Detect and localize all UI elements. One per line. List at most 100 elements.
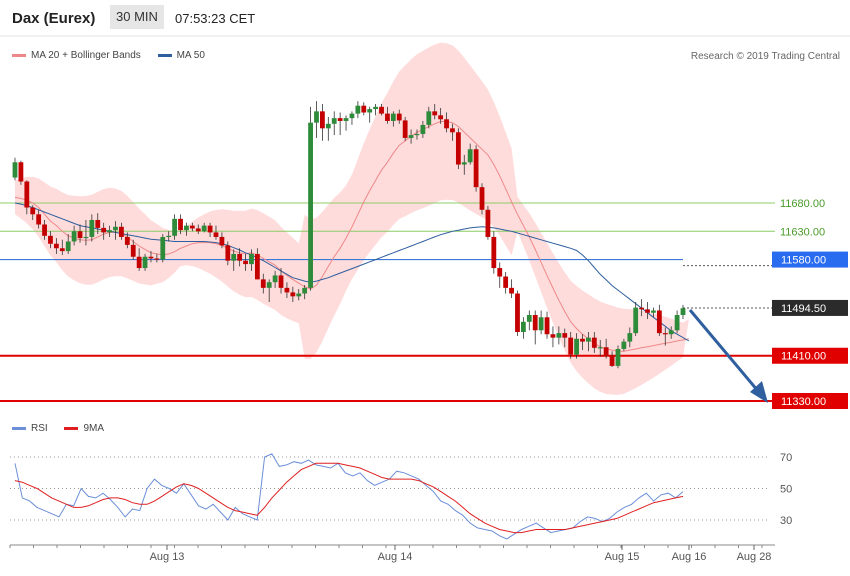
candle	[101, 222, 107, 240]
price-legend: MA 20 + Bollinger Bands MA 50	[12, 50, 219, 61]
level-tag-3	[772, 299, 848, 316]
research-credit: Research © 2019 Trading Central	[690, 51, 840, 62]
ma9-swatch-icon	[64, 426, 79, 430]
candle	[213, 225, 219, 240]
candle-body	[591, 337, 597, 348]
candle	[59, 239, 65, 256]
candle	[373, 104, 379, 116]
candle	[219, 232, 225, 249]
candle-body	[296, 293, 302, 297]
candle	[491, 231, 497, 274]
candle	[597, 339, 603, 357]
rsi-legend: RSI 9MA	[12, 423, 118, 434]
candle	[172, 214, 178, 240]
level-tag-5	[772, 393, 848, 409]
bollinger-band	[15, 42, 689, 395]
candle-body	[597, 347, 603, 349]
candle-body	[479, 187, 485, 210]
candle	[83, 219, 89, 246]
candle	[503, 272, 509, 294]
candle-body	[272, 275, 278, 283]
legend-item-9ma: 9MA	[64, 423, 104, 434]
candle-body	[467, 149, 473, 163]
rsi-tick-label: 70	[780, 452, 792, 464]
candle	[254, 248, 260, 280]
candle-body	[184, 225, 189, 231]
candle-body	[639, 307, 645, 310]
candle	[438, 107, 444, 124]
candle-body	[609, 355, 615, 366]
candle-body	[30, 207, 36, 215]
candle-body	[119, 226, 124, 237]
candle-body	[319, 111, 325, 129]
timeframe-badge[interactable]: 30 MIN	[110, 5, 164, 29]
candle	[207, 222, 213, 237]
candle	[633, 302, 639, 336]
candle	[148, 251, 154, 263]
candle	[124, 232, 130, 249]
candle-body	[574, 338, 579, 355]
candle-body	[520, 321, 526, 332]
candle	[467, 143, 473, 165]
candle	[189, 222, 195, 232]
candle-body	[556, 333, 562, 338]
candle	[515, 290, 520, 336]
candle-body	[237, 253, 243, 261]
candle	[42, 219, 47, 240]
candle	[627, 327, 633, 348]
candle-body	[526, 315, 532, 322]
candle	[53, 238, 59, 254]
candle-body	[680, 308, 686, 316]
candle-body	[172, 218, 178, 236]
candle	[296, 288, 302, 301]
candle-body	[450, 128, 455, 133]
level-label-0: 11680.00	[780, 198, 825, 210]
candle-body	[485, 209, 491, 237]
rsi-tick-label: 30	[780, 515, 792, 527]
legend-item-bands: MA 20 + Bollinger Bands	[12, 50, 141, 61]
candle-body	[59, 248, 65, 252]
candle	[680, 304, 686, 319]
candle-body	[65, 241, 71, 252]
candle	[308, 106, 313, 291]
candle-body	[396, 113, 402, 121]
candle	[450, 123, 455, 141]
candle-body	[249, 253, 254, 265]
candle-body	[136, 256, 142, 269]
candle-body	[586, 337, 591, 342]
candle-body	[538, 317, 544, 331]
candle	[302, 285, 308, 300]
candle	[538, 310, 544, 335]
legend-item-rsi: RSI	[12, 423, 48, 434]
level-tag-4	[772, 347, 848, 364]
candle-body	[662, 333, 668, 335]
candle	[284, 282, 290, 299]
candle-body	[284, 287, 290, 293]
candle	[580, 334, 585, 351]
level-tag-2	[772, 251, 848, 268]
candle	[639, 299, 645, 317]
candle-body	[373, 106, 379, 110]
time-tick-label: Aug 14	[378, 551, 413, 563]
candle	[107, 225, 112, 237]
candle-body	[509, 287, 514, 294]
candle-body	[390, 113, 396, 121]
candle	[24, 180, 30, 215]
candle	[290, 286, 296, 302]
candle	[201, 222, 207, 233]
candle-body	[160, 236, 166, 260]
candle	[556, 326, 562, 345]
candle	[30, 205, 36, 220]
candle-body	[42, 224, 47, 236]
candle	[396, 109, 402, 124]
candle	[331, 111, 337, 136]
candle	[586, 331, 591, 352]
candle	[615, 345, 621, 369]
candle	[668, 326, 674, 339]
candle	[562, 328, 568, 348]
candle	[444, 112, 449, 133]
candle-body	[349, 113, 355, 119]
ma50-swatch-icon	[157, 53, 172, 57]
candle	[95, 213, 101, 235]
